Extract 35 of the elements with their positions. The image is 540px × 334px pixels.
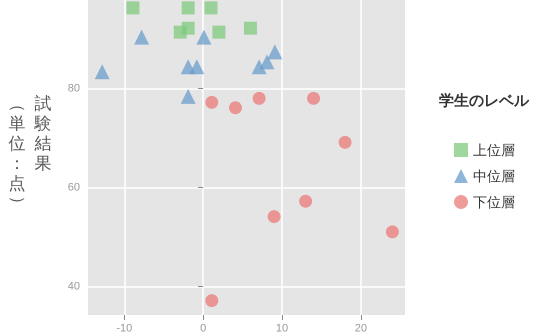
point xyxy=(386,225,399,238)
point xyxy=(189,59,204,74)
point xyxy=(204,1,218,14)
y-tick-label: 60 xyxy=(68,181,80,194)
x-tick-label: 0 xyxy=(200,322,206,334)
legend-label: 下位層 xyxy=(473,194,515,210)
point xyxy=(252,92,266,105)
point xyxy=(174,26,187,39)
x-tick-label: 10 xyxy=(276,322,288,334)
text: 試験結果（単位：点） xyxy=(7,94,52,212)
legend-title: 学生のレベル xyxy=(439,92,530,110)
y-tick-label: 80 xyxy=(68,82,80,95)
point xyxy=(205,294,218,308)
y-tick-label: 40 xyxy=(68,280,80,292)
point xyxy=(252,59,267,74)
point xyxy=(307,92,320,105)
point xyxy=(94,64,110,80)
point xyxy=(267,44,282,60)
point xyxy=(260,54,275,70)
point xyxy=(268,210,281,224)
point xyxy=(244,22,257,35)
x-tick-label: -10 xyxy=(116,322,132,334)
point xyxy=(196,30,212,45)
legend-label: 中位層 xyxy=(473,168,515,184)
point xyxy=(338,136,352,149)
x-tick-label: 20 xyxy=(354,322,367,334)
point xyxy=(228,101,242,114)
point xyxy=(182,1,195,14)
point xyxy=(205,96,218,109)
point xyxy=(299,194,312,208)
point xyxy=(212,26,226,39)
point xyxy=(126,1,140,14)
point xyxy=(180,88,196,104)
legend-label: 上位層 xyxy=(473,142,515,158)
point xyxy=(134,30,150,45)
